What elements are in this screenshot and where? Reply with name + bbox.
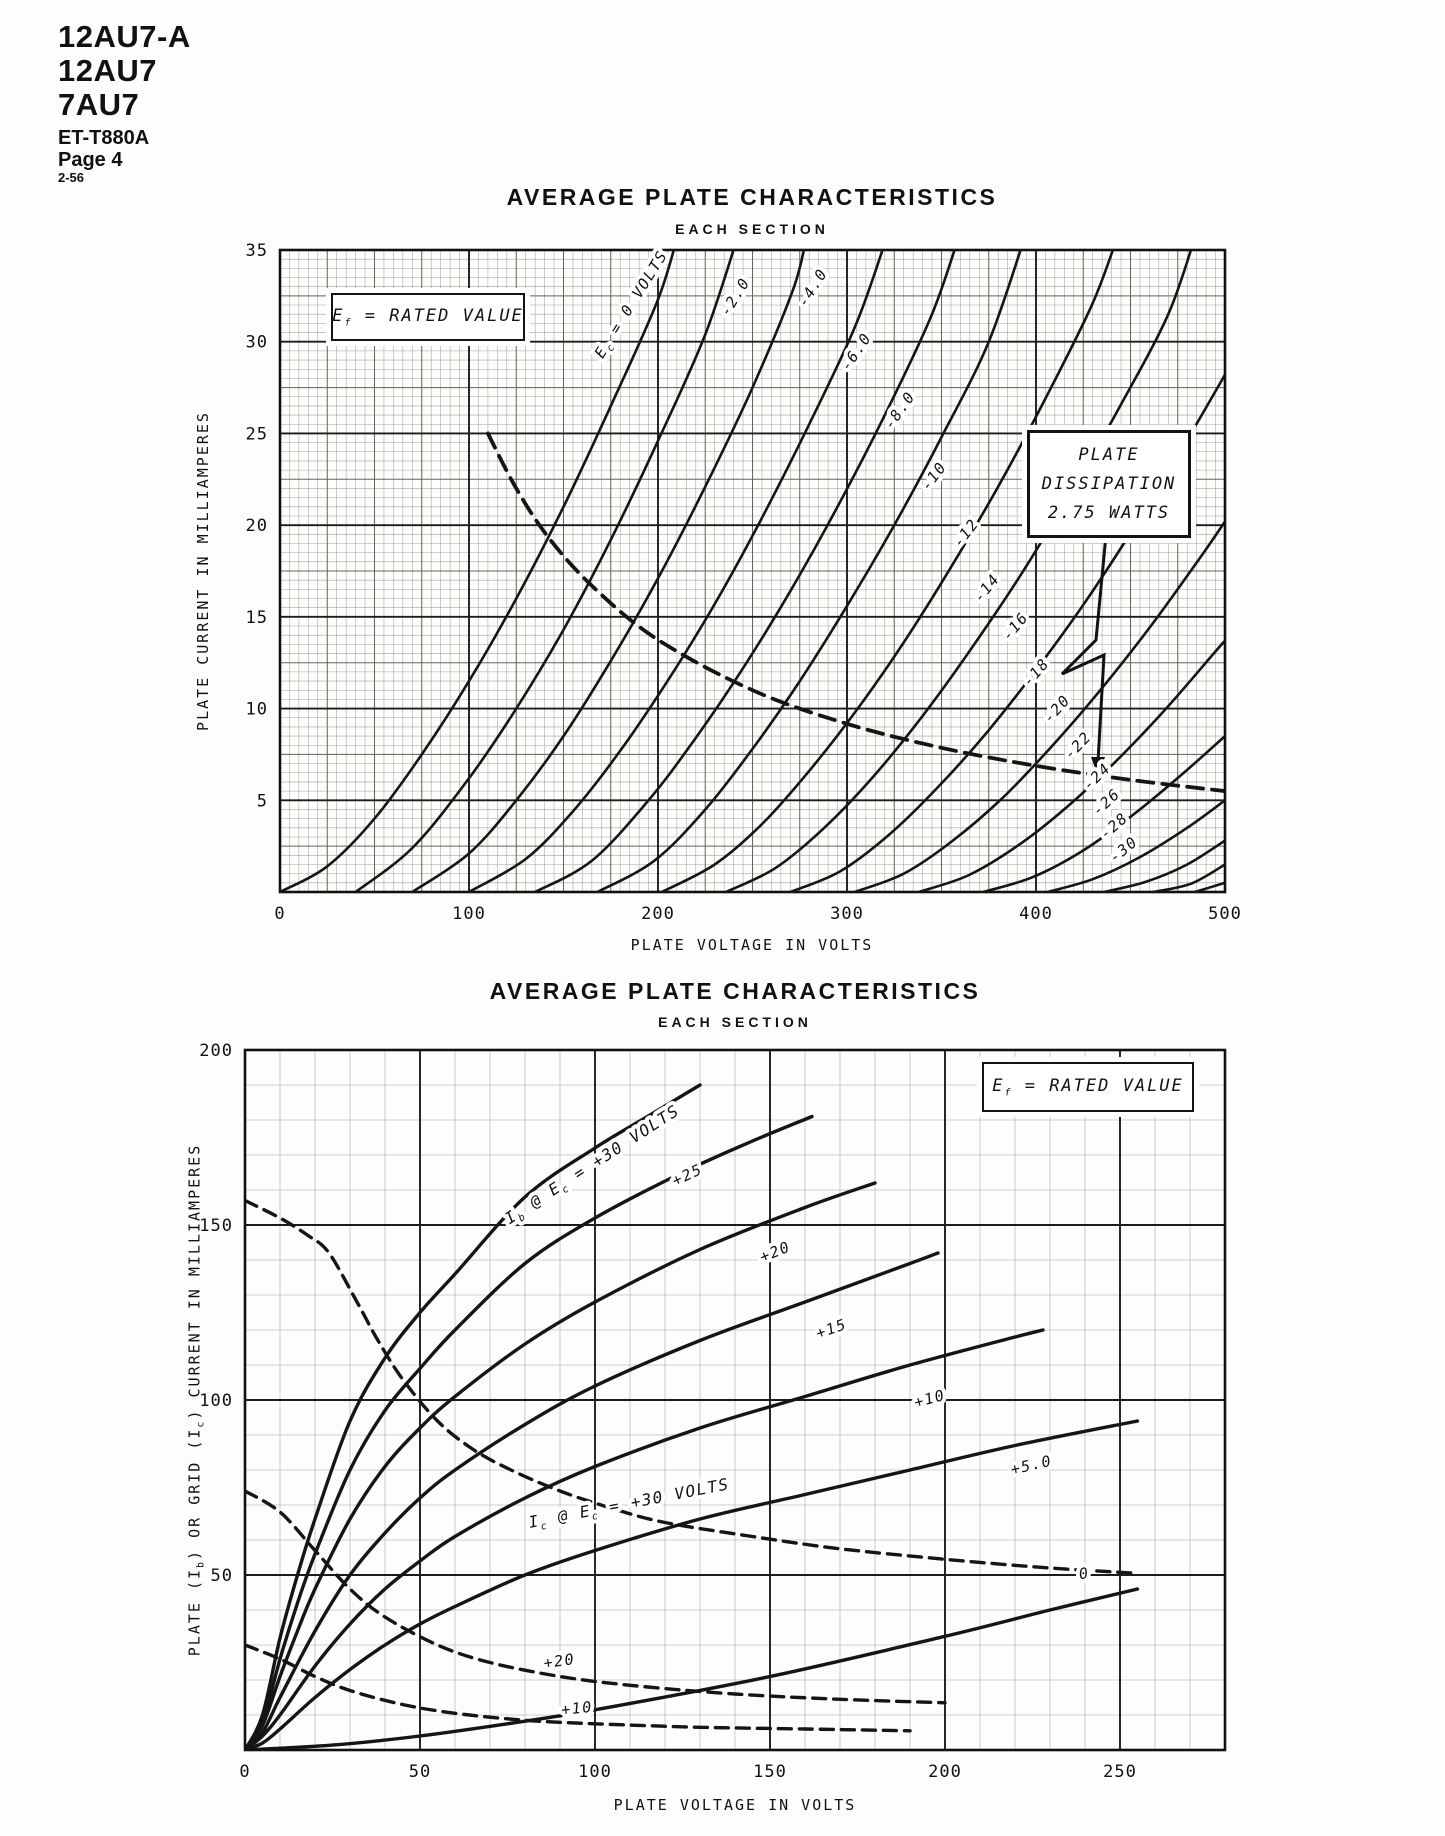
curve-label-Ec=-20: -20 xyxy=(1040,691,1075,727)
curve-Ec=-26 xyxy=(1102,839,1225,893)
header-block: 12AU7-A 12AU7 7AU7 ET-T880A Page 4 2-56 xyxy=(58,19,191,186)
x-tick-200: 200 xyxy=(928,1762,962,1782)
date-code: 2-56 xyxy=(58,170,85,186)
dissipation-arrowhead xyxy=(1091,757,1105,776)
y-tick-10: 10 xyxy=(246,700,268,720)
x-tick-250: 250 xyxy=(1103,1762,1137,1782)
page-number: Page 4 xyxy=(58,149,123,172)
callout-line-1: PLATE xyxy=(1078,444,1140,465)
x-tick-0: 0 xyxy=(239,1762,250,1782)
curve-label-Ib-Ec=0: 0 xyxy=(1077,1564,1090,1584)
curves-0 xyxy=(280,249,1225,893)
callout-line-2: DISSIPATION xyxy=(1041,473,1177,494)
curve-Ib-Ec=0 xyxy=(245,1587,1140,1751)
callout-line-3: 2.75 WATTS xyxy=(1047,502,1171,523)
curve-label-Ib-Ec=+10: +10 xyxy=(912,1386,947,1412)
curve-Ic-Ec=+30 xyxy=(245,1198,1140,1575)
curve-Ib-Ec=+15 xyxy=(245,1251,940,1751)
curve-label-Ic-Ec=+10: +10 xyxy=(560,1698,593,1719)
x-tick-500: 500 xyxy=(1208,904,1242,924)
curve-Ib-Ec=+30 xyxy=(245,1083,702,1751)
ef-note-text: = RATED VALUE xyxy=(352,305,524,326)
curve-Ib-Ec=+25 xyxy=(245,1114,814,1751)
curve-Ec=-4.0 xyxy=(411,249,806,893)
curve-label-Ic-Ec=+20: +20 xyxy=(542,1650,576,1672)
top-chart-y-axis-title: PLATE CURRENT IN MILLIAMPERES xyxy=(194,411,212,731)
y-tick-200: 200 xyxy=(199,1041,233,1061)
curve-Ec=-2.0 xyxy=(354,249,736,893)
y-tick-20: 20 xyxy=(246,516,268,536)
grid-0 xyxy=(279,249,1226,893)
curve-Ic-Ec=+10 xyxy=(245,1643,912,1733)
curve-Ec=-18 xyxy=(853,520,1225,893)
curve-label-Ib-Ec=+5.0: +5.0 xyxy=(1009,1452,1054,1479)
ef-subscript: f xyxy=(344,317,353,329)
y-tick-15: 15 xyxy=(246,608,268,628)
bottom-chart-x-axis-title: PLATE VOLTAGE IN VOLTS xyxy=(613,1796,857,1814)
curve-label-Ec=-2.0: -2.0 xyxy=(716,274,754,319)
curve-Ec=-12 xyxy=(660,249,1115,893)
rated-value-note-bottom: Ef = RATED VALUE xyxy=(982,1062,1194,1112)
top-chart-title: AVERAGE PLATE CHARACTERISTICS xyxy=(506,184,998,210)
y-tick-35: 35 xyxy=(246,241,268,261)
y-tick-100: 100 xyxy=(199,1391,233,1411)
curve-Ib-Ec=+10 xyxy=(245,1328,1045,1751)
ef-symbol: E xyxy=(332,305,345,326)
tube-model-2: 12AU7 xyxy=(58,53,157,89)
tube-model-1: 12AU7-A xyxy=(58,19,191,54)
dissipation-arrow xyxy=(1060,534,1108,763)
curve-Ec=-6.0 xyxy=(467,249,885,893)
curve-Ec=-24 xyxy=(1046,799,1225,893)
curve-Ec=0 xyxy=(280,249,676,893)
y-tick-30: 30 xyxy=(246,333,268,353)
x-tick-100: 100 xyxy=(452,904,486,924)
x-tick-0: 0 xyxy=(274,904,285,924)
curve-Ec=-28 xyxy=(1151,863,1225,893)
plate-dissipation-callout: PLATE DISSIPATION 2.75 WATTS xyxy=(1027,430,1191,538)
curve-label-Ec=-10: -10 xyxy=(917,458,950,494)
curve-Ec=-10 xyxy=(596,249,1023,893)
x-tick-400: 400 xyxy=(1019,904,1053,924)
bottom-chart-title: AVERAGE PLATE CHARACTERISTICS xyxy=(489,978,981,1004)
tube-model-3: 7AU7 xyxy=(58,87,140,123)
curve-Ib-Ec=+5.0 xyxy=(245,1419,1140,1751)
curves-1 xyxy=(245,1083,1140,1751)
curve-Ec=-20 xyxy=(917,639,1225,893)
bottom-chart-subtitle: EACH SECTION xyxy=(658,1014,812,1030)
curve-plate-dissipation-limit-2.75W xyxy=(486,431,1225,793)
bottom-chart-y-axis-title: PLATE (Ib) OR GRID (Ic) CURRENT IN MILLI… xyxy=(185,1143,207,1657)
top-chart-subtitle: EACH SECTION xyxy=(675,221,829,237)
curve-Ec=-30 xyxy=(1193,881,1225,893)
rated-value-note-top: Ef = RATED VALUE xyxy=(331,293,525,341)
y-tick-150: 150 xyxy=(199,1216,233,1236)
curve-Ec=-22 xyxy=(981,734,1225,893)
curve-Ec=-14 xyxy=(724,249,1193,893)
curve-label-Ib-Ec=+15: +15 xyxy=(814,1315,850,1342)
x-tick-300: 300 xyxy=(830,904,864,924)
x-tick-100: 100 xyxy=(578,1762,612,1782)
curve-label-Ec=-14: -14 xyxy=(970,570,1004,606)
x-tick-150: 150 xyxy=(753,1762,787,1782)
document-number: ET-T880A xyxy=(58,127,150,150)
curve-label-Ib-Ec=+20: +20 xyxy=(757,1238,793,1267)
y-tick-25: 25 xyxy=(246,424,268,444)
curve-label-Ec=-16: -16 xyxy=(998,609,1032,645)
x-tick-200: 200 xyxy=(641,904,675,924)
y-tick-5: 5 xyxy=(257,791,268,811)
curve-Ec=-8.0 xyxy=(533,249,957,893)
y-tick-50: 50 xyxy=(211,1566,233,1586)
top-chart-x-axis-title: PLATE VOLTAGE IN VOLTS xyxy=(630,936,874,954)
curve-label-Ec=-22: -22 xyxy=(1060,728,1095,763)
plot-border xyxy=(278,248,1227,894)
plot-border xyxy=(243,1048,1227,1752)
curve-Ic-Ec=+20 xyxy=(245,1489,947,1705)
x-tick-50: 50 xyxy=(409,1762,431,1782)
